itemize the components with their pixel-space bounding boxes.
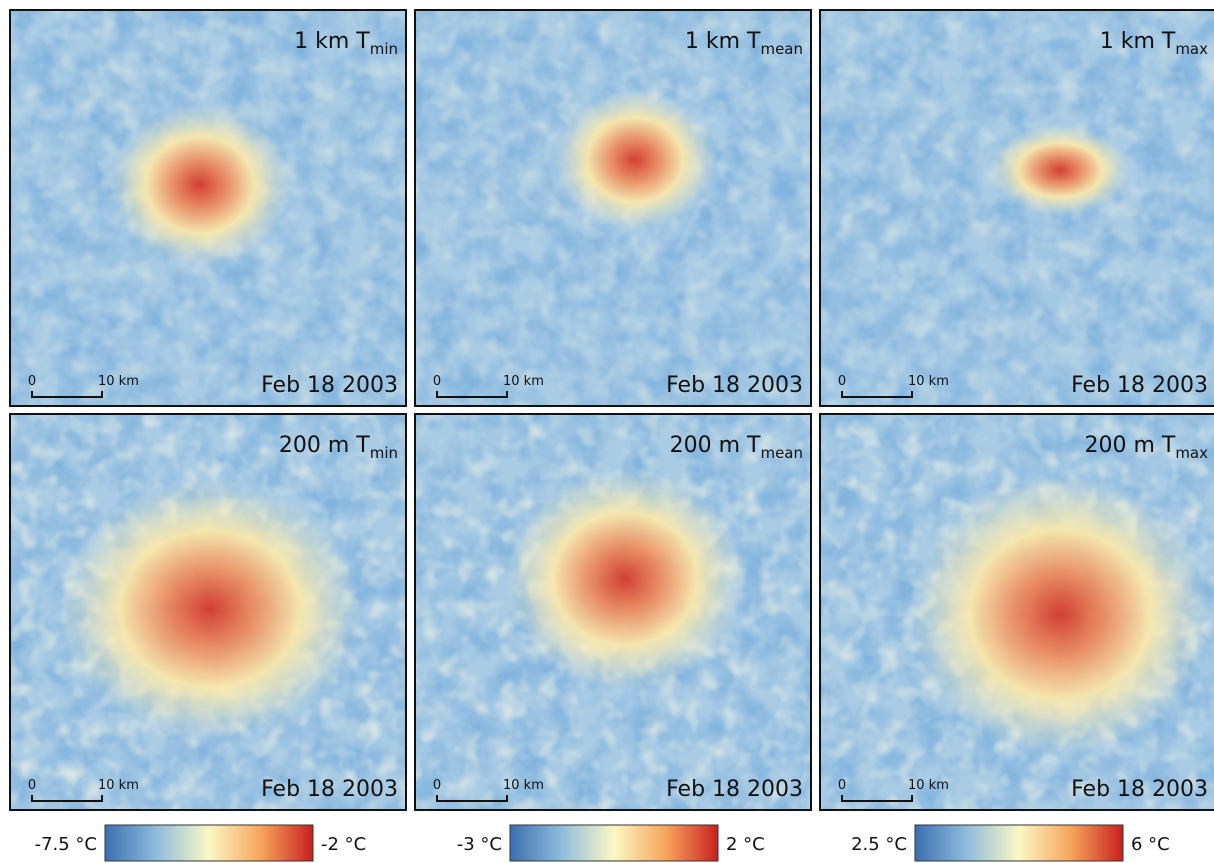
panel-title-subscript: min <box>370 40 398 58</box>
map-panel: 200 m Tmean Feb 18 2003 0 10 km <box>415 414 811 810</box>
panel-title-main: 1 km T <box>1100 29 1176 54</box>
panel-date: Feb 18 2003 <box>261 373 398 398</box>
panel-title-subscript: max <box>1175 444 1208 462</box>
urban-heat-area <box>60 479 360 739</box>
scale-bar-start: 0 <box>838 778 846 793</box>
colorbar-min-label: -7.5 °C <box>35 834 97 855</box>
panel-title-main: 200 m T <box>279 433 370 458</box>
map-texture-light <box>820 10 1214 406</box>
scale-bar-start: 0 <box>838 374 846 389</box>
colorbar-max-label: 6 °C <box>1131 834 1170 855</box>
scale-bar-end: 10 km <box>98 778 139 793</box>
panel-date: Feb 18 2003 <box>666 373 803 398</box>
panel-title-main: 200 m T <box>1084 433 1175 458</box>
panel-title-main: 1 km T <box>685 29 761 54</box>
panel-date: Feb 18 2003 <box>666 777 803 802</box>
urban-heat-area <box>505 469 745 689</box>
map-panel: 1 km Tmax Feb 18 2003 0 10 km <box>820 10 1214 406</box>
panel-title-subscript: min <box>370 444 398 462</box>
panel-date: Feb 18 2003 <box>261 777 398 802</box>
scale-bar-end: 10 km <box>503 778 544 793</box>
scale-bar-end: 10 km <box>908 778 949 793</box>
urban-heat-area <box>110 105 290 265</box>
map-panel: 200 m Tmin Feb 18 2003 0 10 km <box>10 414 406 810</box>
panel-title-main: 1 km T <box>294 29 370 54</box>
scale-bar-start: 0 <box>28 778 36 793</box>
colorbar-min-label: -3 °C <box>457 834 502 855</box>
panel-date: Feb 18 2003 <box>1071 373 1208 398</box>
map-panel: 1 km Tmin Feb 18 2003 0 10 km <box>10 10 406 406</box>
colorbar-max-label: 2 °C <box>726 834 765 855</box>
colorbar <box>915 825 1123 861</box>
panel-title-subscript: mean <box>760 40 803 58</box>
scale-bar-start: 0 <box>433 374 441 389</box>
colorbar <box>510 825 718 861</box>
panel-title-subscript: max <box>1175 40 1208 58</box>
figure: 1 km TminFeb 18 2003010 km1 km TmeanFeb … <box>0 0 1214 863</box>
urban-heat-area <box>910 474 1210 754</box>
panel-date: Feb 18 2003 <box>1071 777 1208 802</box>
panel-title-subscript: mean <box>760 444 803 462</box>
map-panel: 1 km Tmean Feb 18 2003 0 10 km <box>415 10 811 406</box>
urban-heat-area <box>555 90 715 230</box>
scale-bar-end: 10 km <box>98 374 139 389</box>
colorbar-max-label: -2 °C <box>321 834 366 855</box>
colorbar <box>105 825 313 861</box>
urban-heat-area <box>990 125 1130 215</box>
scale-bar-end: 10 km <box>503 374 544 389</box>
map-panel: 200 m Tmax Feb 18 2003 0 10 km <box>820 414 1214 810</box>
colorbar-min-label: 2.5 °C <box>851 834 907 855</box>
scale-bar-start: 0 <box>433 778 441 793</box>
panel-title-main: 200 m T <box>670 433 761 458</box>
scale-bar-start: 0 <box>28 374 36 389</box>
scale-bar-end: 10 km <box>908 374 949 389</box>
